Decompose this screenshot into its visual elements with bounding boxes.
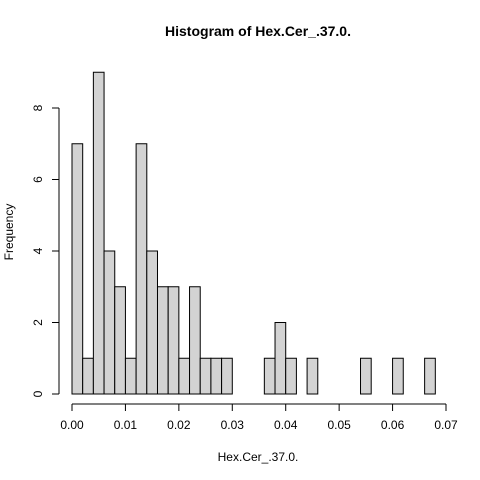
- y-tick-label-2: 4: [31, 247, 45, 254]
- histogram-bar-27: [360, 357, 372, 395]
- y-axis: 0 2 4 6 8: [31, 104, 60, 397]
- histogram-bar-14: [221, 357, 233, 395]
- x-tick-label-1: 0.01: [114, 418, 138, 432]
- histogram-bar-22: [306, 357, 319, 395]
- histogram-bar-12: [199, 357, 212, 395]
- y-tick-label-4: 8: [31, 104, 45, 111]
- x-axis-label: Hex.Cer_.37.0.: [218, 450, 299, 464]
- x-tick-label-5: 0.05: [327, 418, 351, 432]
- histogram-bar-6: [135, 143, 148, 395]
- histogram-bar-4: [114, 286, 126, 395]
- x-tick-label-0: 0.00: [60, 418, 84, 432]
- histogram-bar-10: [178, 357, 191, 395]
- x-tick-label-7: 0.07: [434, 418, 458, 432]
- x-tick-label-4: 0.04: [274, 418, 298, 432]
- y-tick-label-1: 2: [31, 319, 45, 326]
- y-axis-label: Frequency: [2, 204, 16, 261]
- histogram-bar-8: [156, 286, 169, 395]
- histogram-bar-1: [82, 357, 94, 395]
- y-tick-label-0: 0: [31, 390, 45, 397]
- x-tick-label-3: 0.03: [221, 418, 245, 432]
- y-ticks: 0 2 4 6 8: [31, 104, 59, 397]
- histogram-bar-33: [424, 357, 436, 395]
- chart-title: Histogram of Hex.Cer_.37.0.: [165, 23, 351, 39]
- histogram-bar-18: [263, 357, 276, 395]
- histogram-bar-5: [124, 357, 137, 395]
- histogram-bar-2: [92, 71, 105, 395]
- histogram-bar-9: [167, 286, 180, 395]
- histogram-bar-13: [210, 357, 223, 395]
- x-ticks: 0.00 0.01 0.02 0.03 0.04 0.05 0.06 0.07: [60, 404, 458, 432]
- histogram-bar-11: [189, 286, 201, 395]
- histogram-bar-0: [71, 143, 84, 395]
- y-tick-label-3: 6: [31, 176, 45, 183]
- bars-group: [71, 71, 436, 395]
- x-tick-label-6: 0.06: [381, 418, 405, 432]
- histogram-bar-7: [146, 250, 158, 395]
- x-tick-label-2: 0.02: [167, 418, 191, 432]
- histogram-bar-30: [392, 357, 404, 395]
- histogram-bar-3: [103, 250, 116, 395]
- x-axis: 0.00 0.01 0.02 0.03 0.04 0.05 0.06 0.07: [60, 403, 458, 432]
- histogram-bar-19: [274, 322, 287, 395]
- histogram-bar-20: [285, 357, 297, 395]
